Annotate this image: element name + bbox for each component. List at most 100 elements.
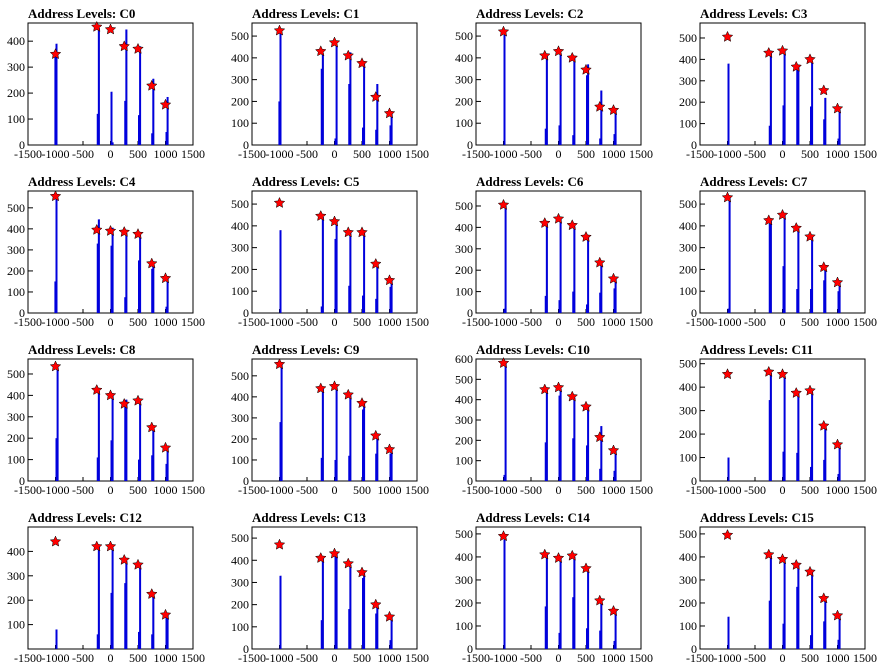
histogram-bar [573, 556, 576, 649]
histogram-bar [151, 455, 154, 481]
histogram-bar [390, 449, 393, 481]
peak-marker-star-icon [762, 46, 775, 58]
histogram-bar [559, 558, 562, 649]
peak-marker-star-icon [538, 49, 551, 61]
histogram-bar [727, 616, 730, 649]
peak-marker-star-icon [342, 49, 355, 61]
x-tick-label: 500 [801, 147, 819, 161]
y-tick-label: 300 [679, 573, 697, 587]
peak-marker-star-icon [721, 528, 734, 541]
x-tick-label: -1000 [714, 483, 742, 497]
x-tick-label: -1500 [238, 483, 266, 497]
x-tick-label: 1500 [405, 651, 429, 665]
histogram-bar [797, 564, 800, 649]
y-tick-label: 300 [231, 73, 249, 87]
x-tick-label: 0 [780, 147, 786, 161]
x-tick-label: -1000 [266, 483, 294, 497]
x-tick-label: 0 [108, 315, 114, 329]
histogram-bar [334, 238, 337, 313]
peak-marker-star-icon [538, 383, 551, 395]
histogram-bar [545, 554, 548, 649]
chart-title: Address Levels: C10 [476, 342, 590, 357]
histogram-bar [614, 278, 617, 313]
histogram-bar [375, 298, 378, 313]
x-tick-label: 1500 [629, 147, 653, 161]
histogram-bar [768, 223, 771, 313]
peak-marker-star-icon [118, 40, 131, 52]
y-tick-label: 100 [455, 619, 473, 633]
histogram-bar [279, 575, 282, 649]
peak-marker-star-icon [776, 208, 789, 220]
y-tick-label: 300 [455, 573, 473, 587]
peak-marker-star-icon [552, 45, 565, 57]
x-tick-label: -1500 [462, 147, 490, 161]
y-tick-label: 0 [243, 642, 249, 656]
histogram-bar [389, 125, 392, 145]
x-tick-label: 1000 [378, 651, 402, 665]
x-tick-label: -1000 [490, 651, 518, 665]
x-tick-label: -500 [744, 483, 766, 497]
peak-marker-star-icon [356, 226, 368, 238]
peak-marker-star-icon [721, 191, 734, 203]
x-tick-label: 500 [801, 651, 819, 665]
y-tick-label: 300 [7, 243, 25, 257]
y-tick-label: 0 [19, 306, 25, 320]
x-tick-label: 500 [353, 483, 371, 497]
histogram-bar [54, 281, 57, 313]
x-tick-label: -1500 [14, 315, 42, 329]
histogram-bar [363, 403, 366, 481]
histogram-bar [727, 308, 730, 313]
histogram-bar [166, 447, 169, 481]
histogram-bar [838, 282, 841, 313]
peak-marker-star-icon [273, 24, 286, 36]
peak-marker-star-icon [776, 553, 789, 565]
histogram-bar [125, 399, 128, 481]
histogram-bar [559, 388, 562, 481]
x-tick-label: -1500 [462, 651, 490, 665]
x-tick-label: 1500 [181, 315, 205, 329]
y-tick-label: 0 [691, 138, 697, 152]
y-tick-label: 100 [679, 284, 697, 298]
peak-marker-star-icon [314, 209, 327, 221]
x-tick-label: -500 [72, 147, 94, 161]
y-tick-label: 200 [455, 263, 473, 277]
histogram-bar [125, 29, 128, 145]
x-tick-label: -1000 [266, 315, 294, 329]
histogram-bar [559, 53, 562, 145]
y-tick-label: 0 [467, 474, 473, 488]
x-tick-label: -500 [72, 315, 94, 329]
histogram-bar [586, 75, 588, 145]
peak-marker-star-icon [497, 530, 510, 542]
peak-marker-star-icon [721, 368, 734, 380]
histogram-bar [139, 564, 142, 649]
peak-marker-star-icon [593, 256, 606, 268]
peak-marker-star-icon [538, 217, 551, 229]
x-tick-label: 0 [332, 651, 338, 665]
histogram-bar [823, 119, 826, 145]
histogram-bar [55, 629, 58, 649]
histogram-bar [349, 232, 352, 313]
chart-title: Address Levels: C8 [28, 342, 136, 357]
x-tick-label: 500 [801, 483, 819, 497]
y-tick-label: 200 [455, 94, 473, 108]
peak-marker-star-icon [132, 228, 144, 240]
histogram-bar [334, 138, 337, 145]
x-tick-label: -1000 [266, 651, 294, 665]
histogram-bar [614, 110, 617, 145]
x-tick-label: 0 [556, 315, 562, 329]
histogram-bar [165, 614, 168, 649]
histogram-bar [349, 52, 352, 145]
peak-marker-star-icon [328, 215, 341, 227]
histogram-bar [375, 129, 378, 145]
peak-marker-star-icon [104, 224, 117, 236]
peak-marker-star-icon [831, 276, 844, 288]
x-tick-label: -500 [296, 483, 318, 497]
histogram-bar [335, 387, 338, 481]
x-tick-label: -1500 [686, 483, 714, 497]
peak-marker-star-icon [159, 272, 172, 284]
histogram-bar [348, 609, 351, 649]
y-tick-label: 500 [679, 357, 697, 371]
x-tick-label: 1000 [154, 483, 178, 497]
peak-marker-star-icon [90, 223, 103, 235]
